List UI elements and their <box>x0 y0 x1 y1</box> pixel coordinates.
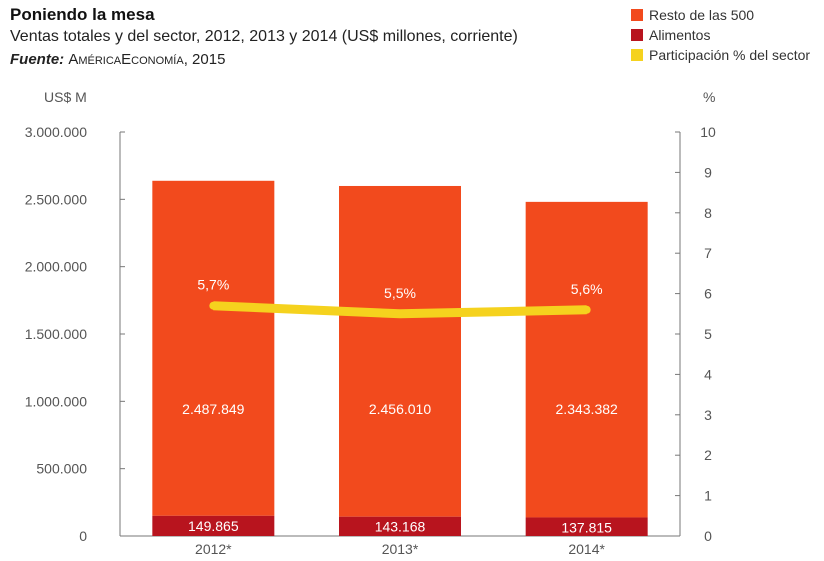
y-left-tick-label: 0 <box>79 528 87 544</box>
y-right-tick-label: 2 <box>704 447 712 463</box>
y-right-tick-label: 5 <box>704 326 712 342</box>
y-right-tick-label: 4 <box>704 366 712 382</box>
y-right-tick-label: 1 <box>704 488 712 504</box>
data-label-participacion-1: 5,7% <box>197 277 229 293</box>
data-label-participacion-2: 5,5% <box>384 285 416 301</box>
point-participacion-2 <box>396 309 404 318</box>
legend-label-resto: Resto de las 500 <box>649 7 755 23</box>
legend-item-alimentos: Alimentos <box>631 26 810 46</box>
y-right-tick-label: 0 <box>704 528 712 544</box>
y-axis-right-label: % <box>703 89 715 105</box>
data-label-alimentos-1: 149.865 <box>188 518 239 534</box>
legend-swatch-alimentos <box>631 29 643 41</box>
point-participacion-1 <box>209 301 218 310</box>
source-year: , 2015 <box>183 51 226 68</box>
bar-alimentos-2 <box>339 516 461 536</box>
legend-swatch-resto <box>631 9 643 21</box>
x-tick-label-3: 2014* <box>568 541 605 557</box>
chart-source: Fuente: AméricaEconomía, 2015 <box>10 51 225 68</box>
line-group: 5,7% 5,5% 5,6% <box>197 277 603 319</box>
data-label-alimentos-2: 143.168 <box>375 519 426 535</box>
y-left-tick-label: 3.000.000 <box>25 124 87 140</box>
y-left-tick-label: 1.000.000 <box>25 393 87 409</box>
y-axis-left-label: US$ M <box>44 89 87 105</box>
x-tick-label-2: 2013* <box>382 541 419 557</box>
bar-alimentos-1 <box>152 515 275 536</box>
y-right-tick-label: 10 <box>700 124 716 140</box>
chart-legend: Resto de las 500 Alimentos Participación… <box>631 6 810 66</box>
legend-label-alimentos: Alimentos <box>649 27 711 43</box>
data-label-resto-2: 2.456.010 <box>369 401 431 417</box>
y-right-tick-label: 6 <box>704 286 712 302</box>
y-right-tick-label: 3 <box>704 407 712 423</box>
bar-resto-2 <box>339 185 461 517</box>
chart-title: Poniendo la mesa <box>10 5 155 24</box>
legend-item-resto: Resto de las 500 <box>631 6 810 26</box>
y-left-tick-label: 1.500.000 <box>25 326 87 342</box>
chart-subtitle: Ventas totales y del sector, 2012, 2013 … <box>10 28 518 45</box>
data-label-participacion-3: 5,6% <box>571 281 603 297</box>
x-tick-label-1: 2012* <box>195 541 232 557</box>
data-label-resto-3: 2.343.382 <box>556 401 618 417</box>
legend-item-participacion: Participación % del sector <box>631 46 810 66</box>
y-left-tick-label: 500.000 <box>36 461 87 477</box>
y-right-tick-label: 7 <box>704 245 712 261</box>
source-organization: AméricaEconomía <box>68 51 184 68</box>
data-label-resto-1: 2.487.849 <box>182 401 244 417</box>
y-right-tick-label: 9 <box>704 164 712 180</box>
bar-resto-1 <box>152 180 275 516</box>
point-participacion-3 <box>582 305 591 314</box>
data-label-alimentos-3: 137.815 <box>561 519 612 535</box>
bar-alimentos-3 <box>525 517 648 536</box>
source-label: Fuente: <box>10 51 65 68</box>
bar-resto-3 <box>525 201 648 518</box>
y-left-tick-label: 2.500.000 <box>25 191 87 207</box>
legend-label-participacion: Participación % del sector <box>649 47 811 63</box>
axes-group: 0 500.000 1.000.000 1.500.000 2.000.000 2.500… <box>25 124 716 544</box>
y-left-tick-label: 2.000.000 <box>25 259 87 275</box>
legend-swatch-participacion <box>631 49 643 61</box>
y-right-tick-label: 8 <box>704 205 712 221</box>
bars-group: 2.487.849 149.865 2012* 2.456.010 143.168 201… <box>152 180 648 557</box>
